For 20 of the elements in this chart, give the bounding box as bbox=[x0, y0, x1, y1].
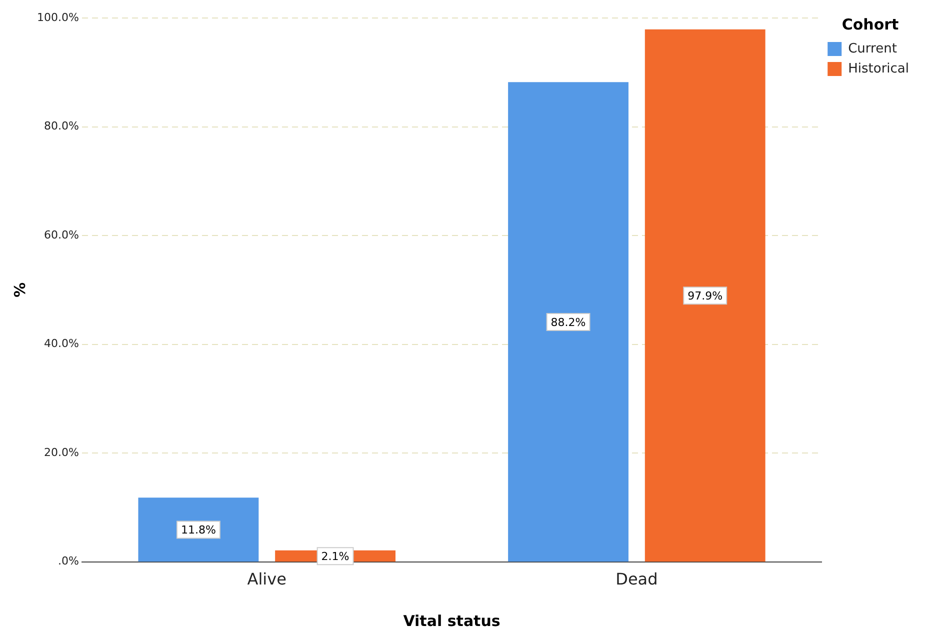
legend-label: Current bbox=[848, 41, 897, 56]
y-tick-label: .0% bbox=[58, 554, 79, 568]
y-tick-label: 80.0% bbox=[44, 120, 79, 133]
data-label: 88.2% bbox=[550, 316, 586, 329]
y-tick-label: 40.0% bbox=[44, 337, 79, 350]
x-tick-label: Alive bbox=[247, 570, 286, 589]
bar bbox=[508, 82, 628, 562]
y-tick-label: 60.0% bbox=[44, 228, 79, 242]
x-axis-title: Vital status bbox=[403, 612, 500, 630]
y-axis-title: % bbox=[10, 282, 29, 298]
legend-label: Historical bbox=[848, 61, 910, 76]
data-label: 97.9% bbox=[688, 289, 723, 302]
bar bbox=[138, 498, 259, 562]
y-tick-label: 20.0% bbox=[44, 446, 79, 459]
data-label: 11.8% bbox=[180, 524, 216, 537]
x-tick-label: Dead bbox=[616, 570, 658, 589]
legend-title: Cohort bbox=[842, 15, 899, 34]
bar bbox=[644, 29, 766, 562]
data-label: 2.1% bbox=[321, 550, 350, 563]
y-tick-label: 100.0% bbox=[36, 10, 79, 24]
